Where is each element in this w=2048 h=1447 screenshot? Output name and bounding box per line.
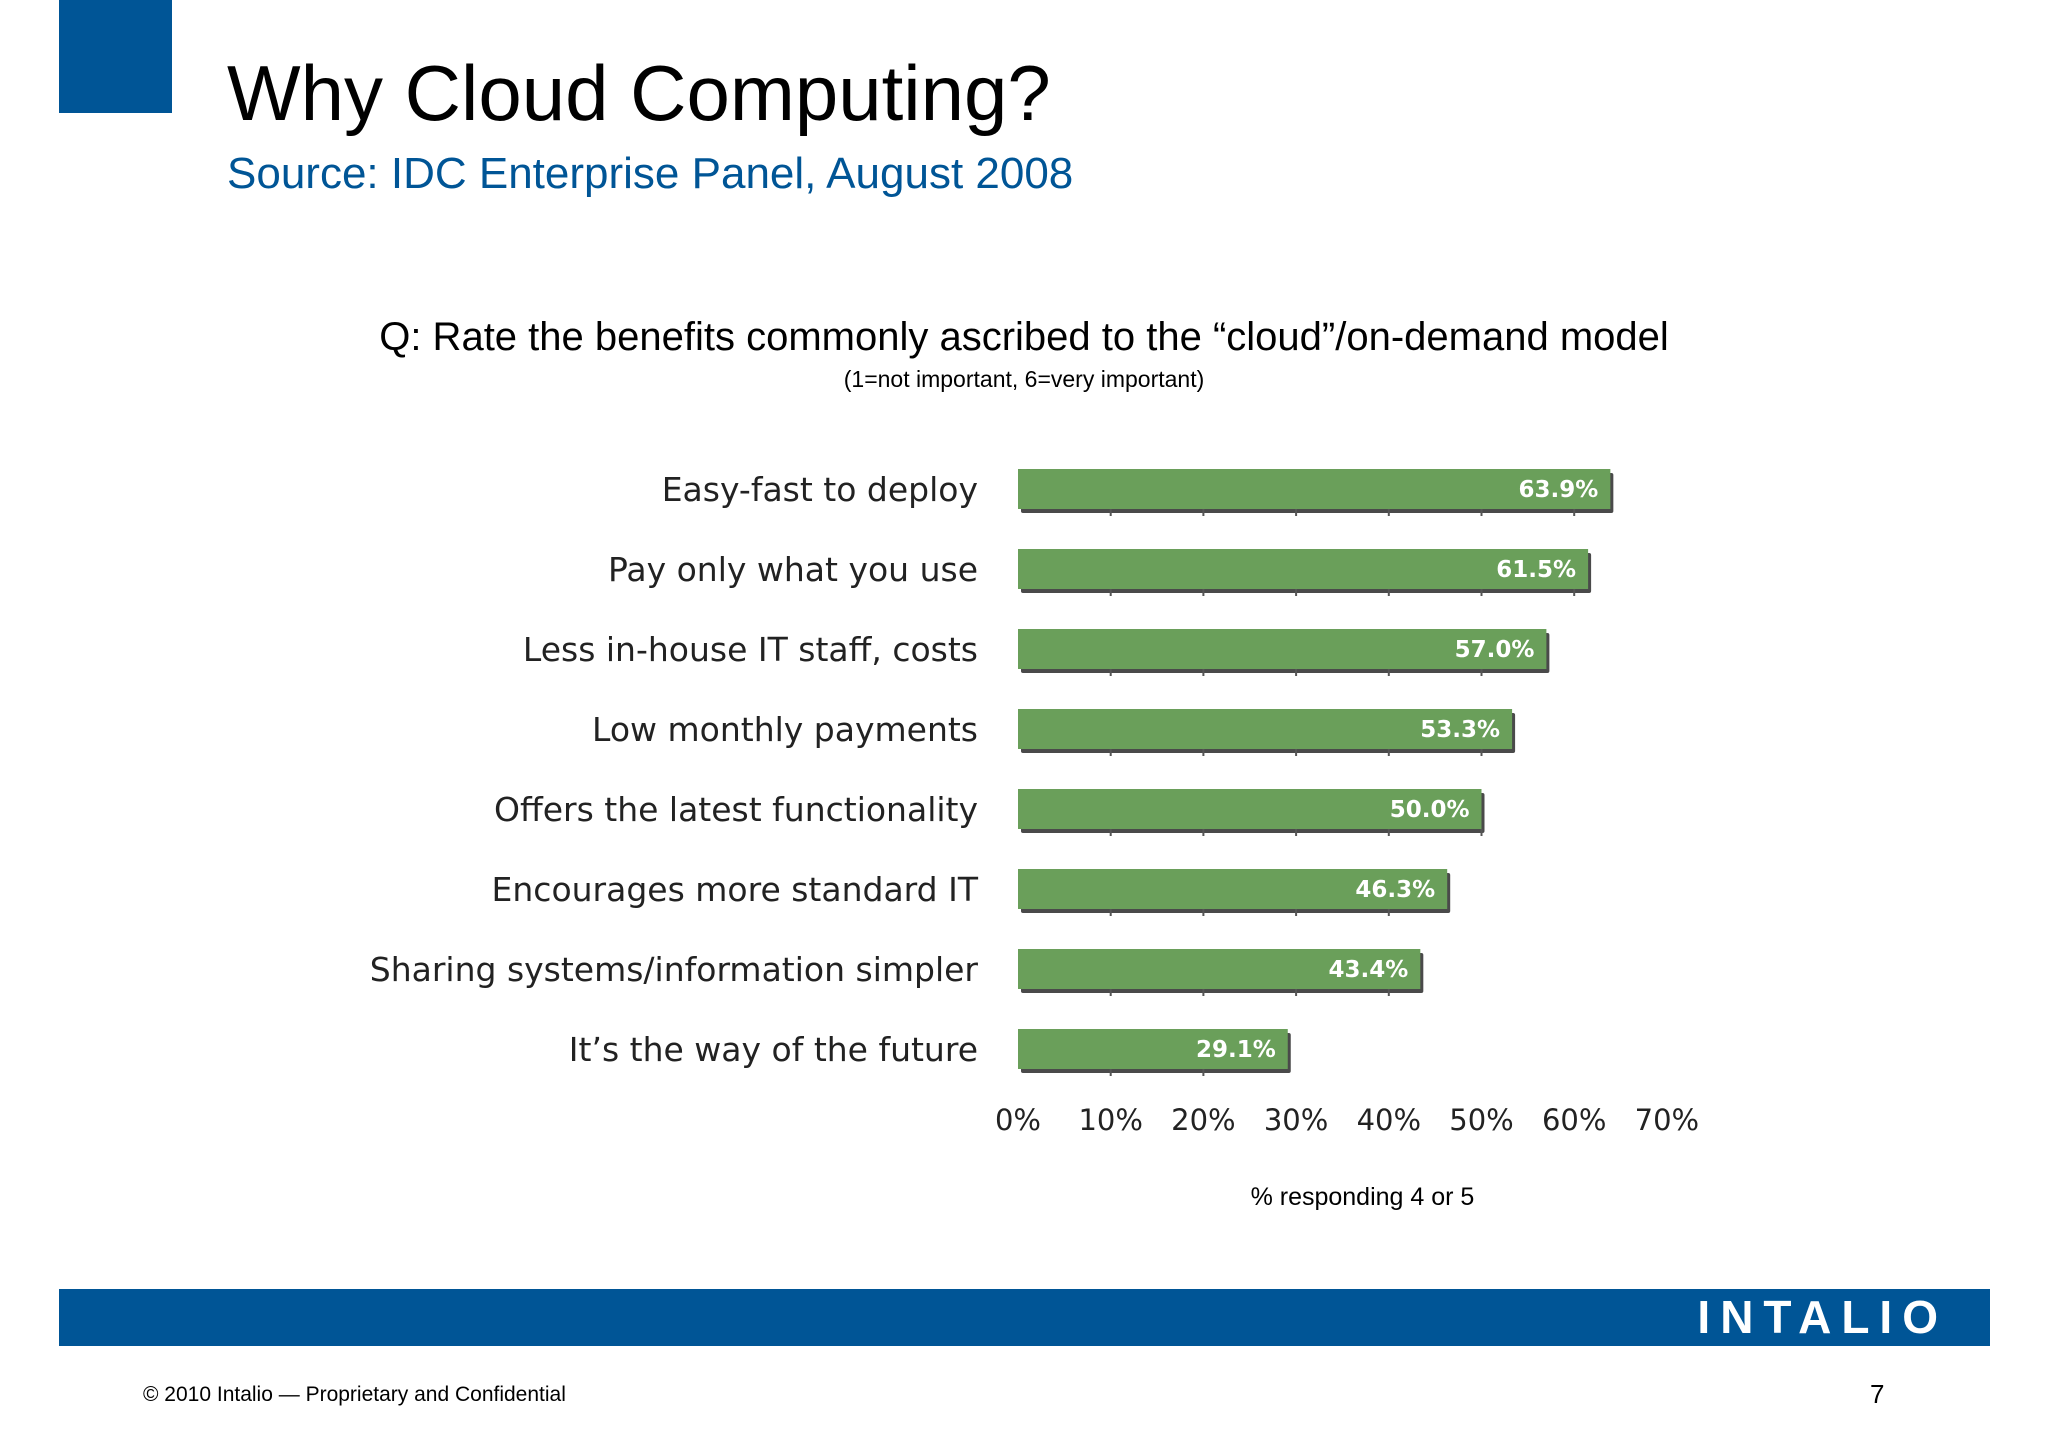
slide-title: Why Cloud Computing? [227,49,1051,137]
intalio-logo: INTALIO [1697,1291,1948,1343]
value-label: 57.0% [1455,637,1535,663]
value-label: 46.3% [1355,877,1435,903]
x-tick-label: 40% [1357,1103,1421,1137]
bar [1018,549,1589,589]
category-label: Low monthly payments [592,710,978,749]
x-tick-label: 50% [1449,1103,1513,1137]
category-label: It’s the way of the future [569,1030,978,1069]
x-tick-label: 70% [1635,1103,1699,1137]
footer-bar [59,1289,1990,1346]
category-label: Easy-fast to deploy [662,470,978,509]
value-label: 29.1% [1196,1037,1276,1063]
category-label: Pay only what you use [608,550,978,589]
bar-chart: Easy-fast to deploy 63.9% Pay only what yo… [370,469,1699,1211]
corner-accent-square [59,0,172,113]
x-tick-label: 0% [995,1103,1041,1137]
value-label: 53.3% [1420,717,1500,743]
x-tick-label: 10% [1078,1103,1142,1137]
category-label: Offers the latest functionality [494,790,978,829]
category-label: Less in-house IT staff, costs [523,630,978,669]
category-label: Sharing systems/information simpler [370,950,979,989]
bar [1018,869,1448,909]
x-axis-title: % responding 4 or 5 [1251,1183,1475,1211]
page-number: 7 [1870,1379,1885,1409]
value-label: 63.9% [1519,477,1599,503]
x-tick-label: 20% [1171,1103,1235,1137]
bar [1018,469,1611,509]
chart-question: Q: Rate the benefits commonly ascribed t… [379,315,1669,359]
bar [1018,1029,1288,1069]
bar [1018,709,1513,749]
value-label: 43.4% [1329,957,1409,983]
x-tick-label: 30% [1264,1103,1328,1137]
value-label: 61.5% [1496,557,1576,583]
slide-subtitle: Source: IDC Enterprise Panel, August 200… [227,149,1074,198]
chart-question-note: (1=not important, 6=very important) [843,366,1205,392]
bar [1018,629,1547,669]
bar [1018,949,1421,989]
value-label: 50.0% [1390,797,1470,823]
bar [1018,789,1482,829]
x-tick-label: 60% [1542,1103,1606,1137]
category-label: Encourages more standard IT [492,870,979,909]
copyright-notice: © 2010 Intalio — Proprietary and Confide… [143,1383,566,1406]
